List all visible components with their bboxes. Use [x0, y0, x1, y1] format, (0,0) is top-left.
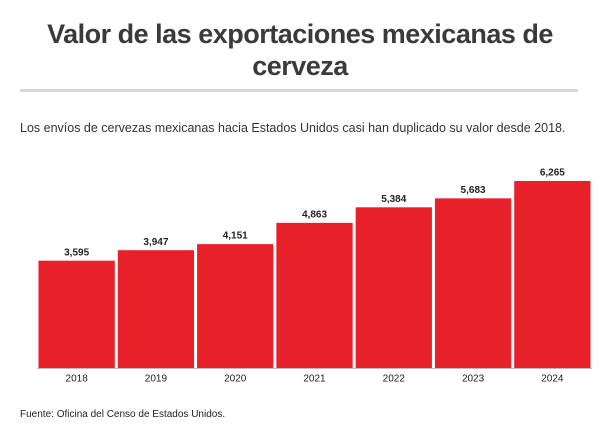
x-tick-label: 2022 — [383, 374, 406, 385]
chart-title: Valor de las exportaciones mexicanas de … — [47, 19, 553, 81]
bar — [355, 207, 432, 368]
x-tick-label: 2018 — [66, 374, 89, 385]
x-tick-label: 2023 — [462, 374, 485, 385]
value-label: 4,863 — [302, 209, 327, 220]
value-label: 4,151 — [223, 231, 248, 242]
value-label: 3,595 — [64, 247, 89, 258]
x-tick-label: 2021 — [303, 374, 326, 385]
chart-subtitle: Los envíos de cervezas mexicanas hacia E… — [20, 121, 566, 135]
x-tick-label: 2024 — [541, 374, 564, 385]
bar — [117, 250, 195, 368]
bar — [276, 222, 353, 368]
value-label: 3,947 — [143, 237, 168, 248]
value-label: 5,384 — [381, 194, 406, 205]
bar — [434, 198, 512, 368]
x-tick-label: 2020 — [224, 374, 247, 385]
x-tick-label: 2019 — [145, 374, 168, 385]
value-label: 5,683 — [461, 185, 486, 196]
value-label: 6,265 — [540, 168, 565, 179]
bar — [38, 260, 115, 368]
source-note: Fuente: Oficina del Censo de Estados Uni… — [20, 409, 226, 420]
bar — [514, 181, 591, 368]
title-rule — [20, 89, 578, 92]
bar — [197, 244, 274, 368]
